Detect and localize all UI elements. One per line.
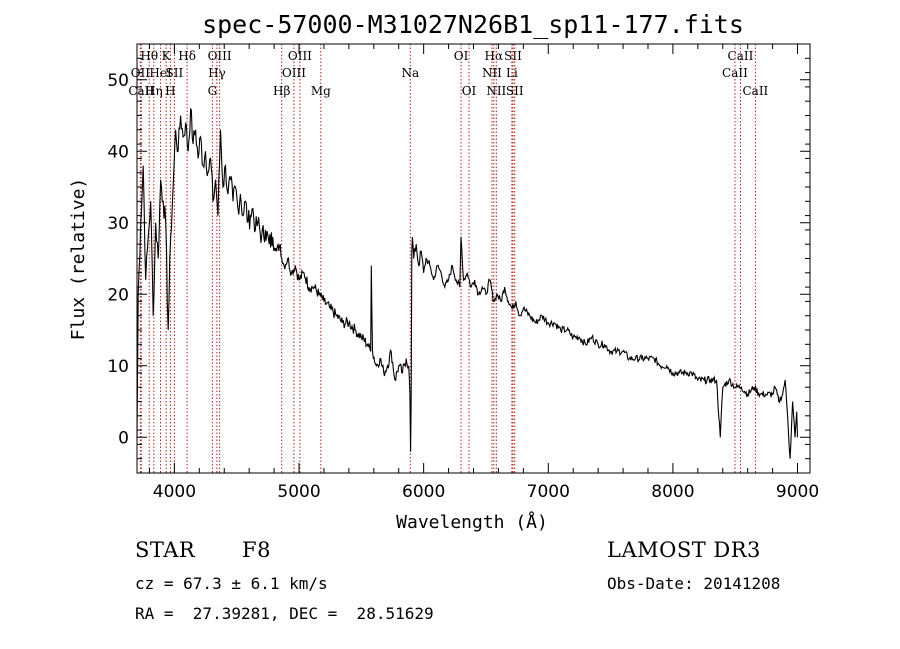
line-label-17: OI [454,49,469,63]
redshift-velocity: cz = 67.3 ± 6.1 km/s [135,574,328,593]
x-tick-label: 5000 [277,482,320,502]
observation-date: Obs-Date: 20141208 [607,574,781,593]
line-label-18: OI [462,84,477,98]
line-label-3: Hη [145,84,163,98]
y-tick-label: 30 [107,214,129,234]
line-label-2: CaII [128,84,154,98]
line-label-16: Na [401,66,419,80]
coordinates: RA = 27.39281, DEC = 28.51629 [135,604,434,623]
survey-name: LAMOST DR3 [607,538,761,562]
line-label-22: SII [504,49,522,63]
line-label-7: SII [166,66,184,80]
line-label-21: NII [486,84,506,98]
line-label-6: H [165,84,175,98]
object-class: STAR [135,538,196,562]
x-tick-label: 4000 [153,482,196,502]
line-label-9: OIII [208,49,232,63]
y-tick-label: 0 [118,428,129,448]
line-label-25: CaII [728,49,754,63]
x-axis-label: Wavelength (Å) [396,511,548,533]
x-tick-label: 8000 [651,482,694,502]
line-label-24: SII [506,84,524,98]
line-label-10: Hγ [208,66,226,80]
y-tick-label: 20 [107,285,129,305]
chart-title: spec-57000-M31027N26B1_sp11-177.fits [202,10,744,39]
line-label-14: OIII [282,66,306,80]
line-label-8: Hδ [178,49,196,63]
axes: 4000 5000 6000 7000 8000 9000 0 10 20 30 40 50 [107,43,819,502]
line-label-20: NII [482,66,502,80]
object-subclass: F8 [242,538,271,562]
spectrum-chart: spec-57000-M31027N26B1_sp11-177.fits Hθ O… [68,10,819,533]
line-label-12: Hβ [273,84,290,98]
y-tick-label: 40 [107,142,129,162]
line-label-26: CaII [722,66,748,80]
spectrum-line [136,108,799,459]
line-label-5: K [162,49,172,63]
line-label-13: OIII [288,49,312,63]
x-tick-label: 9000 [776,482,819,502]
y-axis-label: Flux (relative) [68,178,89,341]
line-label-27: CaII [742,84,768,98]
y-tick-label: 50 [107,71,129,91]
line-label-15: Mg [311,84,331,98]
x-tick-label: 6000 [402,482,445,502]
line-label-0: Hθ [140,49,158,63]
plot-frame [136,43,811,474]
line-label-23: Li [506,66,518,80]
line-label-11: G [208,84,218,98]
y-tick-label: 10 [107,357,129,377]
x-tick-label: 7000 [527,482,570,502]
spectrum-series [136,108,799,459]
line-label-19: Hα [485,49,504,63]
